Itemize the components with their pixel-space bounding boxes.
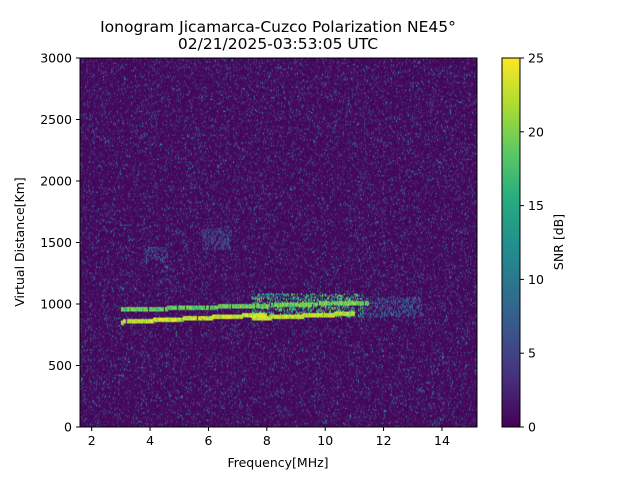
y-tick-label: 500: [48, 358, 72, 373]
y-tick-label: 2000: [40, 174, 72, 189]
colorbar-tick-label: 25: [528, 51, 544, 66]
chart-title: Ionogram Jicamarca-Cuzco Polarization NE…: [100, 18, 456, 36]
x-tick-label: 4: [146, 433, 154, 448]
colorbar: 0 5 10 15 20 25 SNR [dB]: [501, 51, 566, 435]
snr-heatmap: [80, 58, 477, 427]
colorbar-tick-label: 20: [528, 124, 544, 139]
plot-area: [79, 57, 478, 428]
colorbar-tick-label: 5: [528, 346, 536, 361]
colorbar-label: SNR [dB]: [551, 214, 566, 270]
x-tick-label: 2: [88, 433, 96, 448]
x-tick-label: 10: [317, 433, 333, 448]
x-tick-label: 6: [204, 433, 212, 448]
y-tick-label: 3000: [40, 51, 72, 66]
colorbar-tick-label: 15: [528, 198, 544, 213]
colorbar-gradient: [501, 57, 521, 428]
x-axis-label: Frequency[MHz]: [227, 455, 328, 470]
colorbar-tick-label: 10: [528, 272, 544, 287]
y-tick-label: 1000: [40, 297, 72, 312]
x-tick-label: 8: [263, 433, 271, 448]
chart-subtitle: 02/21/2025-03:53:05 UTC: [178, 35, 378, 53]
x-tick-label: 14: [434, 433, 450, 448]
y-tick-label: 2500: [40, 112, 72, 127]
y-tick-label: 0: [64, 420, 72, 435]
colorbar-tick-label: 0: [528, 420, 536, 435]
colorbar-ticks: 0 5 10 15 20 25: [520, 51, 544, 435]
y-axis: 0 500 1000 1500 2000 2500 3000: [40, 51, 80, 435]
y-tick-label: 1500: [40, 235, 72, 250]
y-axis-label: Virtual Distance[Km]: [12, 177, 27, 307]
x-tick-label: 12: [376, 433, 392, 448]
x-axis: 2 4 6 8 10 12 14: [88, 427, 450, 448]
